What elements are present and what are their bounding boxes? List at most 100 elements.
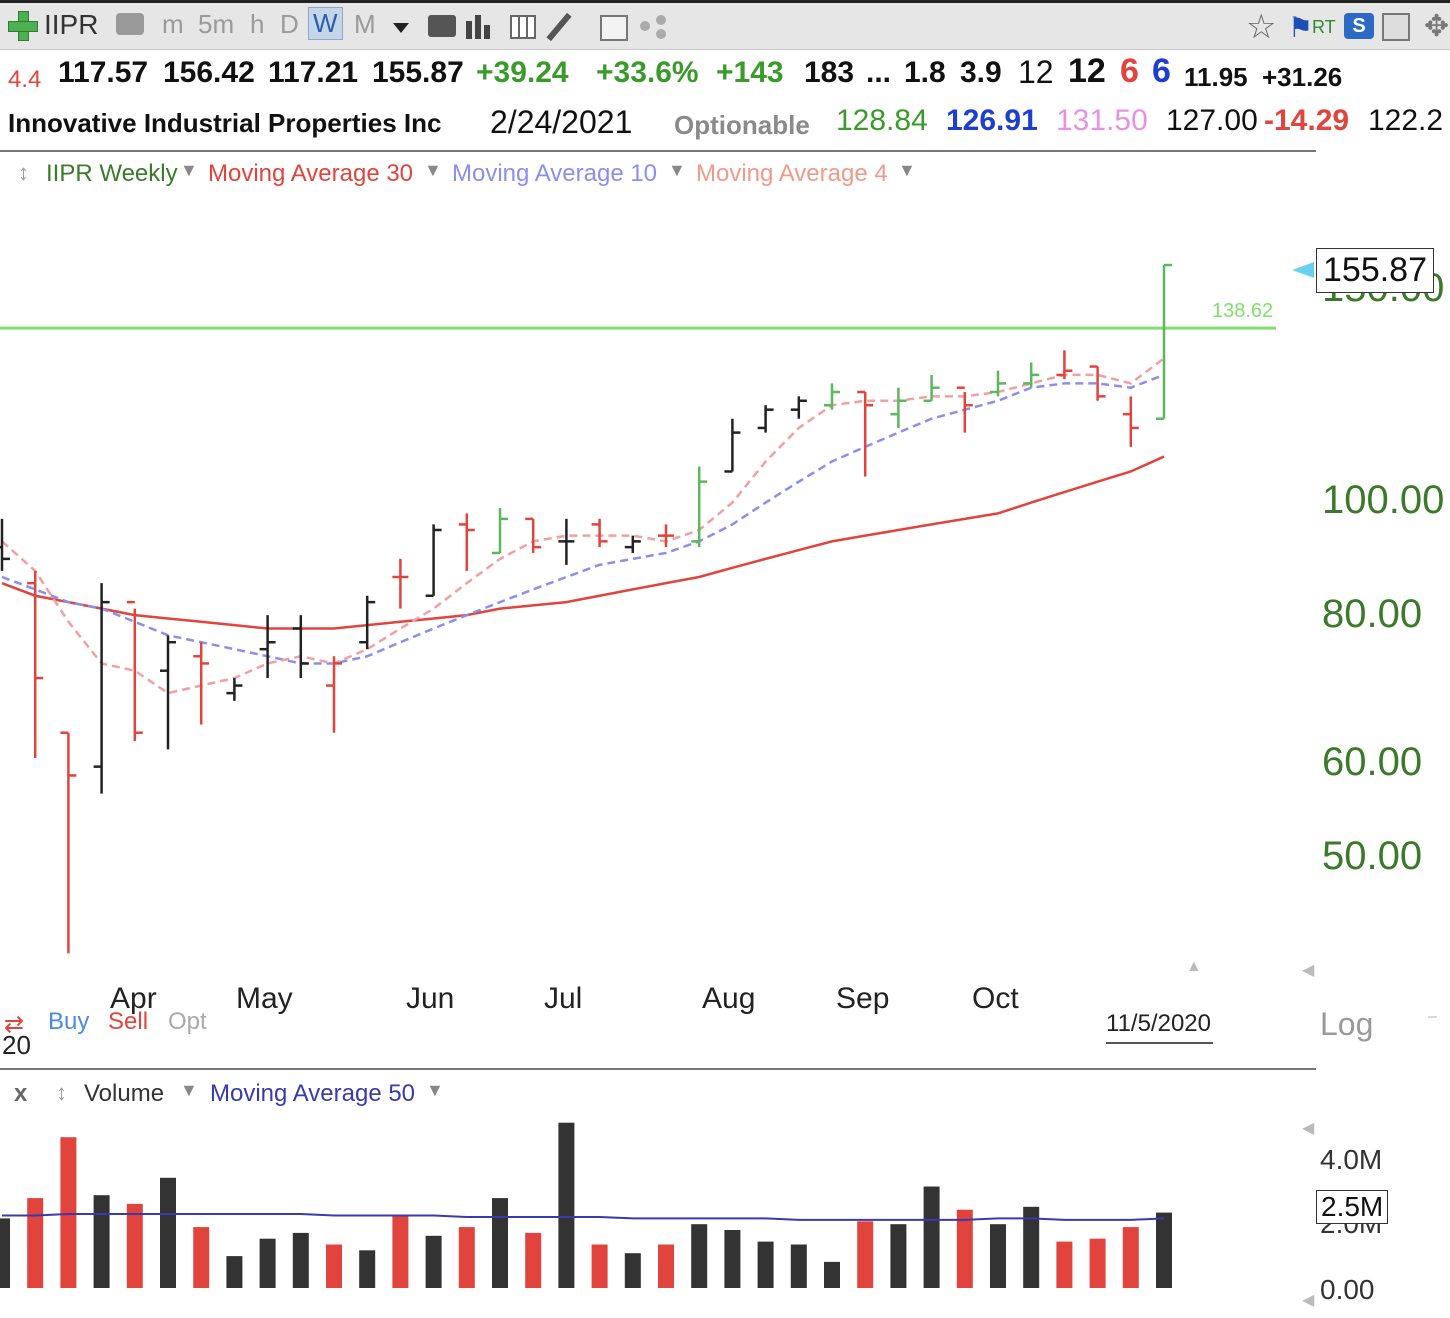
volume-bar [691,1224,708,1288]
volume-bar [359,1250,376,1288]
quote-stat-d: 3.9 [960,56,1002,89]
volume-label[interactable]: Volume [84,1080,165,1107]
timeframe-day[interactable]: D [280,9,299,39]
last-price-label: 155.87 [1316,248,1434,293]
ohlc-bar [126,600,143,741]
series-label[interactable]: IIPR Weekly [46,160,178,187]
timeframe-week[interactable]: W [308,7,343,40]
ohlc-bar [890,387,907,428]
volume-bar [392,1215,409,1288]
scroll-up-icon[interactable]: ▲ [1186,958,1202,975]
ohlc-bar [990,370,1006,397]
volume-bar [558,1122,575,1288]
bar-chart-icon[interactable] [466,13,494,39]
quote-ellipsis: ... [866,56,892,89]
save-icon[interactable] [1382,13,1410,41]
volume-bar [326,1244,342,1288]
volume-reorder-icon[interactable]: ↕ [56,1080,67,1105]
ohlc-bar [492,507,508,555]
series-dropdown-icon[interactable]: ▼ [180,160,198,180]
volume-bar [193,1227,210,1288]
quote-open: 117.57 [58,56,149,89]
ohlc-bar [259,615,276,679]
company-name: Innovative Industrial Properties Inc [8,108,442,138]
print-icon[interactable] [116,13,144,35]
quote-row-2: Innovative Industrial Properties Inc 2/2… [0,102,1450,148]
ma10-dropdown-icon[interactable]: ▼ [668,160,686,180]
layout-icon[interactable] [600,15,628,41]
timeframe-dropdown-icon[interactable] [393,23,409,33]
timeframe-minute[interactable]: m [162,9,184,39]
chart-type-icon[interactable] [428,15,456,37]
add-symbol-icon[interactable] [8,11,38,41]
volume-bar [126,1203,143,1288]
ma4-label[interactable]: Moving Average 4 [696,160,888,187]
last-volume-label: 2.5M [1316,1190,1389,1224]
log-scale-toggle[interactable]: Log [1320,1006,1374,1042]
quote-value-d: 127.00 [1166,104,1258,137]
ma50-label[interactable]: Moving Average 50 [210,1080,416,1107]
ma50-dropdown-icon[interactable]: ▼ [426,1080,444,1100]
month-label-aug: Aug [702,982,756,1015]
sell-button[interactable]: Sell [108,1008,149,1035]
quote-change: +39.24 [476,56,569,89]
price-axis-tick-100: 100.00 [1322,478,1445,522]
quote-value-e: -14.29 [1264,104,1350,137]
volume-scroll-left-icon[interactable]: ◀ [1302,1120,1315,1137]
ma30-dropdown-icon[interactable]: ▼ [424,160,442,180]
quote-row-1: 4.4 117.57 156.42 117.21 155.87 +39.24 +… [0,52,1450,102]
close-volume-panel-button[interactable]: x [14,1080,28,1107]
ohlc-bar [558,518,575,565]
ma30-label[interactable]: Moving Average 30 [208,160,414,187]
realtime-label[interactable]: RT [1312,17,1336,37]
panel-collapse-icon[interactable]: – [1428,1008,1437,1025]
opt-button[interactable]: Opt [168,1008,207,1035]
volume-scroll-down-icon[interactable]: ◀ [1302,1292,1315,1309]
ohlc-bar [0,518,10,571]
price-legend: ↕ IIPR Weekly ▼ Moving Average 30 ▼ Movi… [0,160,1316,194]
ma10-label[interactable]: Moving Average 10 [452,160,658,187]
quote-stat-f: 12 [1068,52,1106,90]
volume-dropdown-icon[interactable]: ▼ [180,1080,198,1100]
timeframe-hour[interactable]: h [250,9,265,39]
star-icon[interactable]: ☆ [1246,8,1277,46]
ma4-dropdown-icon[interactable]: ▼ [898,160,916,180]
volume-bar [923,1186,940,1288]
buy-button[interactable]: Buy [48,1008,90,1035]
move-icon[interactable]: ✥ [1424,10,1450,43]
reorder-icon[interactable]: ↕ [18,160,29,185]
ohlc-bar [458,513,475,571]
quote-rating: 4.4 [8,66,42,93]
share-icon[interactable] [640,15,670,39]
quote-stat-i: 11.95 [1184,62,1248,92]
flag-icon[interactable]: ⚑ [1288,12,1314,43]
s-button[interactable]: S [1344,13,1374,39]
month-label-oct: Oct [972,982,1019,1015]
trade-arrow-icon[interactable]: ⇄ [4,1011,25,1038]
volume-bar [857,1221,874,1288]
ohlc-bar [1089,365,1106,401]
grid-icon[interactable] [510,15,536,39]
ohlc-bar [757,405,774,433]
last-price-marker-icon [1292,262,1314,278]
horizontal-line-label: 138.62 [1212,300,1274,322]
volume-bar [990,1224,1006,1288]
symbol-input[interactable]: IIPR [44,9,99,40]
volume-bar [591,1244,608,1288]
timeframe-month[interactable]: M [354,9,376,39]
ohlc-bar [956,386,973,433]
volume-bar [1056,1241,1073,1288]
quote-stat-g: 6 [1120,52,1139,90]
ohlc-bar [1122,396,1139,447]
timeframe-5min[interactable]: 5m [198,9,235,39]
ma4-line [1,357,1165,695]
scroll-left-icon[interactable]: ◀ [1302,962,1315,979]
ohlc-bar [1023,362,1040,388]
volume-bar [1023,1206,1040,1288]
date-selector[interactable]: 11/5/2020 [1106,1010,1213,1044]
volume-axis-tick-0: 0.00 [1320,1274,1375,1305]
volume-bar [458,1227,475,1288]
ohlc-bar [425,524,442,597]
volume-bar [60,1137,77,1288]
